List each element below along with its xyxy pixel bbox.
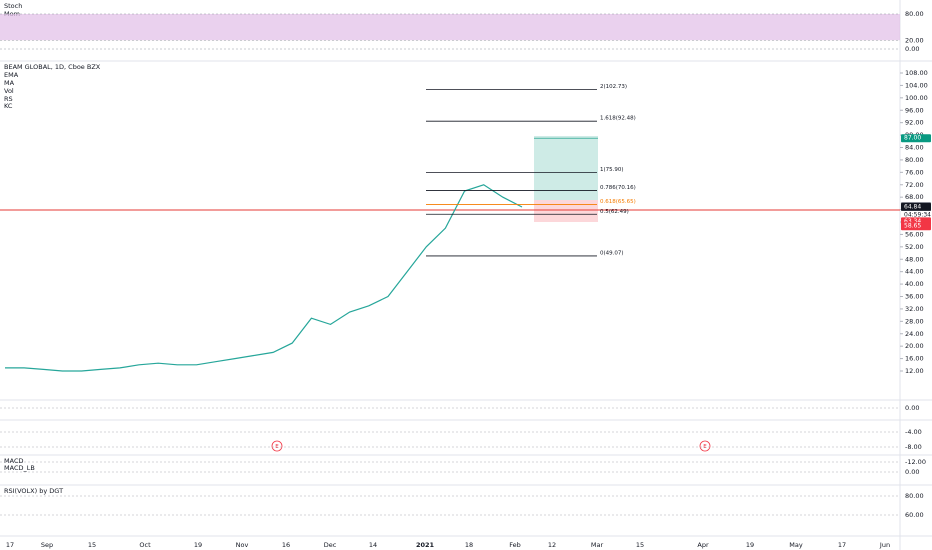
y-tick-label: -8.00 [905,443,922,451]
y-tick-label: 20.00 [905,342,924,350]
x-tick-label: Dec [324,541,337,549]
fib-label: 1.618(92.48) [600,116,636,122]
price-tag-label: 63.34 [904,218,921,225]
y-tick-label: 108.00 [905,69,928,77]
x-tick-label: 17 [838,541,846,549]
x-tick-label: 2021 [416,541,435,549]
y-tick-label: 36.00 [905,293,924,301]
y-tick-label: 96.00 [905,106,924,114]
macd-label: MACD_LB [4,464,35,472]
x-tick-label: Sep [41,541,53,549]
price-tag-label: 58.65 [904,223,921,230]
indicator-label: MA [4,79,15,87]
price-tag-label: 64.84 [904,203,921,210]
x-tick-label: 19 [746,541,754,549]
y-tick-label: 104.00 [905,81,928,89]
x-tick-label: 15 [636,541,644,549]
y-tick-label: 16.00 [905,355,924,363]
y-tick-label: 12.00 [905,367,924,375]
x-tick-label: 17 [6,541,14,549]
y-tick-label: 48.00 [905,255,924,263]
indicator-label: RS [4,95,13,103]
y-tick-label: -12.00 [905,458,926,466]
price-tag [901,210,931,219]
x-tick-label: Apr [697,541,709,549]
x-tick-label: 16 [282,541,290,549]
price-tag-label: 04:59:34 [904,211,931,218]
price-tag [901,222,931,231]
y-tick-label: 0.00 [905,404,919,412]
x-tick-label: 19 [194,541,202,549]
x-tick-label: 18 [465,541,473,549]
x-tick-label: Oct [139,541,151,549]
symbol-label: BEAM GLOBAL, 1D, Cboe BZX [4,63,101,71]
y-tick-label: 100.00 [905,94,928,102]
y-tick-label: 52.00 [905,243,924,251]
fib-label: 0.618(65.65) [600,199,636,205]
y-tick-label: 84.00 [905,144,924,152]
y-tick-label: 40.00 [905,280,924,288]
x-tick-label: Mar [591,541,604,549]
y-tick-label: 80.00 [905,156,924,164]
indicator-label: KC [4,102,13,110]
fib-label: 2(102.73) [600,84,627,90]
x-tick-label: Feb [509,541,521,549]
y-tick-label: 32.00 [905,305,924,313]
y-tick-label: 0.00 [905,45,919,53]
y-tick-label: 20.00 [905,36,924,44]
y-tick-label: 56.00 [905,230,924,238]
y-tick-label: 92.00 [905,119,924,127]
stoch-label: Stoch [4,2,22,10]
x-tick-label: 15 [88,541,96,549]
y-tick-label: 60.00 [905,511,924,519]
fib-label: 1(75.90) [600,167,624,173]
stoch-band [0,14,900,41]
macd-label: MACD [4,457,23,465]
y-tick-label: 28.00 [905,317,924,325]
x-tick-label: May [789,541,803,549]
loss-zone [534,200,598,222]
rsi-label: RSI(VOLX) by DGT [4,487,63,495]
y-tick-label: -4.00 [905,428,922,436]
price-line [5,184,523,372]
x-tick-label: Nov [236,541,249,549]
y-tick-label: 68.00 [905,193,924,201]
price-tag [901,202,931,211]
y-tick-label: 44.00 [905,268,924,276]
y-tick-label: 0.00 [905,468,919,476]
price-tag [901,134,931,143]
profit-zone [534,136,598,200]
fib-label: 0(49.07) [600,250,624,256]
x-tick-label: Jun [879,541,890,549]
y-tick-label: 72.00 [905,181,924,189]
fib-label: 0.5(62.49) [600,209,629,215]
price-tag-label: 87.00 [904,135,921,142]
earnings-markers: E E [271,440,711,452]
x-tick-label: 12 [548,541,556,549]
y-tick-label: 80.00 [905,10,924,18]
fib-label: 0.786(70.16) [600,185,636,191]
indicator-label: Vol [4,87,14,95]
y-tick-label: 76.00 [905,168,924,176]
y-tick-label: 24.00 [905,330,924,338]
x-tick-label: 14 [369,541,377,549]
indicator-label: EMA [4,71,19,79]
y-tick-label: 80.00 [905,492,924,500]
